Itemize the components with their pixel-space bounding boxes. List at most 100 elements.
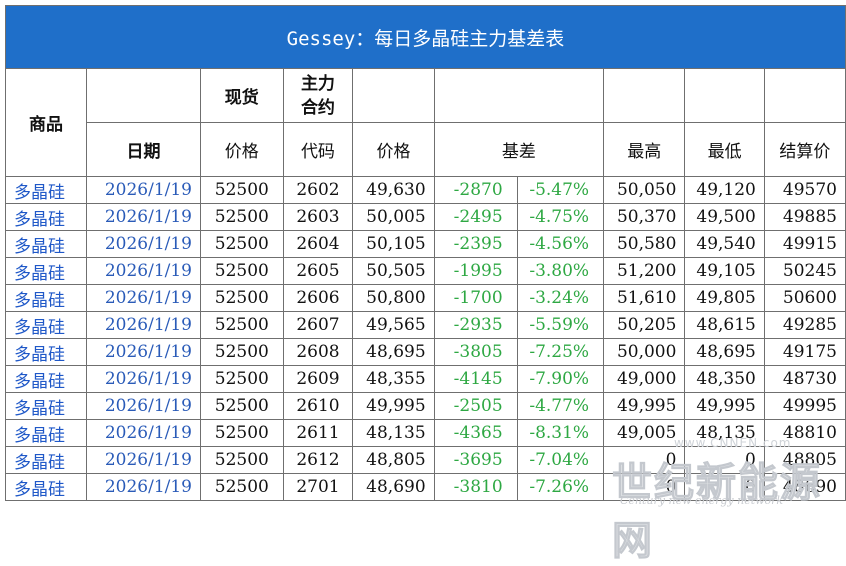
basis-cell: -1995 — [433, 257, 518, 285]
futures-price-cell: 48,355 — [352, 365, 435, 393]
spot-price-cell: 52500 — [200, 338, 284, 366]
basis-cell: -2935 — [433, 311, 518, 339]
product-cell: 多晶硅 — [5, 230, 87, 258]
high-header: 最高 — [603, 122, 686, 177]
low-cell: 48,695 — [684, 338, 765, 366]
basis-cell: -3695 — [433, 446, 518, 474]
low-cell: 0 — [684, 446, 765, 474]
high-cell: 50,580 — [603, 230, 686, 258]
high-cell: 51,610 — [603, 284, 686, 312]
settle-cell: 49570 — [763, 176, 846, 204]
contract-code-cell: 2602 — [282, 176, 354, 204]
product-cell: 多晶硅 — [5, 284, 87, 312]
spot-price-cell: 52500 — [200, 311, 284, 339]
product-cell: 多晶硅 — [5, 257, 87, 285]
product-header: 商品 — [5, 68, 87, 177]
low-cell: 48,135 — [684, 419, 765, 447]
table-row: 多晶硅 2026/1/19 52500 2611 48,135 -4365 -8.31% 49… — [5, 419, 846, 447]
date-cell: 2026/1/19 — [85, 365, 202, 393]
product-cell: 多晶硅 — [5, 365, 87, 393]
table-row: 多晶硅 2026/1/19 52500 2603 50,005 -2495 -4.75% 50… — [5, 203, 846, 231]
settle-cell: 48690 — [763, 473, 846, 501]
settle-cell: 49885 — [763, 203, 846, 231]
date-cell: 2026/1/19 — [85, 257, 202, 285]
blank-header-cell — [684, 68, 765, 123]
basis-percent-cell: -3.80% — [516, 257, 605, 285]
table-row: 多晶硅 2026/1/19 52500 2609 48,355 -4145 -7.90% 49… — [5, 365, 846, 393]
table-row: 多晶硅 2026/1/19 52500 2606 50,800 -1700 -3.24% 51… — [5, 284, 846, 312]
product-cell: 多晶硅 — [5, 419, 87, 447]
table-row: 多晶硅 2026/1/19 52500 2605 50,505 -1995 -3.80% 51… — [5, 257, 846, 285]
blank-header-cell — [85, 68, 202, 123]
basis-percent-cell: -5.59% — [516, 311, 605, 339]
table-title: Gessey：每日多晶硅主力基差表 — [5, 5, 846, 69]
settle-cell: 49915 — [763, 230, 846, 258]
basis-cell: -2495 — [433, 203, 518, 231]
futures-price-cell: 48,135 — [352, 419, 435, 447]
high-cell: 49,995 — [603, 392, 686, 420]
date-cell: 2026/1/19 — [85, 176, 202, 204]
basis-cell: -2870 — [433, 176, 518, 204]
table-row: 多晶硅 2026/1/19 52500 2607 49,565 -2935 -5.59% 50… — [5, 311, 846, 339]
high-cell: 0 — [603, 446, 686, 474]
date-header: 日期 — [85, 122, 202, 177]
spot-price-cell: 52500 — [200, 176, 284, 204]
high-cell: 50,000 — [603, 338, 686, 366]
contract-code-cell: 2609 — [282, 365, 354, 393]
date-cell: 2026/1/19 — [85, 392, 202, 420]
blank-header-cell — [603, 68, 686, 123]
spot-header: 现货 — [200, 68, 284, 123]
basis-percent-cell: -7.90% — [516, 365, 605, 393]
blank-header-cell — [763, 68, 846, 123]
basis-percent-cell: -7.26% — [516, 473, 605, 501]
spot-price-cell: 52500 — [200, 365, 284, 393]
table-row: 多晶硅 2026/1/19 52500 2610 49,995 -2505 -4.77% 49… — [5, 392, 846, 420]
product-cell: 多晶硅 — [5, 473, 87, 501]
high-cell: 51,200 — [603, 257, 686, 285]
spot-price-cell: 52500 — [200, 446, 284, 474]
product-cell: 多晶硅 — [5, 311, 87, 339]
low-cell: 48,350 — [684, 365, 765, 393]
settle-cell: 48810 — [763, 419, 846, 447]
date-cell: 2026/1/19 — [85, 338, 202, 366]
futures-price-cell: 50,800 — [352, 284, 435, 312]
futures-price-cell: 50,105 — [352, 230, 435, 258]
basis-percent-cell: -5.47% — [516, 176, 605, 204]
futures-price-cell: 49,630 — [352, 176, 435, 204]
product-cell: 多晶硅 — [5, 338, 87, 366]
low-cell: 49,995 — [684, 392, 765, 420]
contract-code-cell: 2610 — [282, 392, 354, 420]
date-cell: 2026/1/19 — [85, 284, 202, 312]
settle-cell: 48805 — [763, 446, 846, 474]
high-cell: 50,050 — [603, 176, 686, 204]
product-cell: 多晶硅 — [5, 392, 87, 420]
basis-cell: -2395 — [433, 230, 518, 258]
spot-price-cell: 52500 — [200, 284, 284, 312]
basis-cell: -4365 — [433, 419, 518, 447]
table-body: 多晶硅 2026/1/19 52500 2602 49,630 -2870 -5.47% 50… — [5, 176, 846, 501]
low-header: 最低 — [684, 122, 765, 177]
date-cell: 2026/1/19 — [85, 230, 202, 258]
main-contract-header: 主力 合约 — [282, 68, 354, 123]
product-cell: 多晶硅 — [5, 176, 87, 204]
high-cell: 0 — [603, 473, 686, 501]
table-row: 多晶硅 2026/1/19 52500 2701 48,690 -3810 -7.26% 0 0… — [5, 473, 846, 501]
basis-cell: -4145 — [433, 365, 518, 393]
low-cell: 49,500 — [684, 203, 765, 231]
futures-price-cell: 49,995 — [352, 392, 435, 420]
low-cell: 49,540 — [684, 230, 765, 258]
spot-price-cell: 52500 — [200, 230, 284, 258]
basis-percent-cell: -4.56% — [516, 230, 605, 258]
blank-header-cell — [433, 68, 605, 123]
basis-percent-cell: -4.77% — [516, 392, 605, 420]
contract-code-cell: 2604 — [282, 230, 354, 258]
basis-cell: -1700 — [433, 284, 518, 312]
futures-price-cell: 48,805 — [352, 446, 435, 474]
basis-percent-cell: -4.75% — [516, 203, 605, 231]
date-cell: 2026/1/19 — [85, 473, 202, 501]
basis-table: Gessey：每日多晶硅主力基差表 商品 现货 主力 合约 日期 价格 代码 价… — [5, 5, 846, 501]
low-cell: 49,120 — [684, 176, 765, 204]
contract-code-cell: 2608 — [282, 338, 354, 366]
date-cell: 2026/1/19 — [85, 419, 202, 447]
high-cell: 50,205 — [603, 311, 686, 339]
